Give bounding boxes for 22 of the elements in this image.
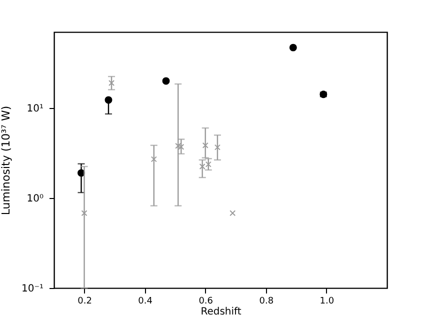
point <box>162 77 170 85</box>
point <box>214 144 220 150</box>
point <box>175 142 182 149</box>
y-axis-title: Luminosity (10³⁷ W) <box>0 106 12 216</box>
point <box>178 144 184 150</box>
point <box>108 80 115 86</box>
x-axis-title: Redshift <box>200 306 242 318</box>
y-tick-label: 10⁻¹ <box>21 284 44 294</box>
x-tick-label: 0.8 <box>259 296 274 306</box>
x-tick-label: 0.6 <box>198 296 214 306</box>
y-tick-label: 10¹ <box>26 104 44 115</box>
point <box>81 210 88 216</box>
x-tick-label: 0.2 <box>78 296 92 306</box>
point <box>150 156 157 162</box>
x-tick-label: 1.0 <box>320 296 334 306</box>
point <box>104 96 112 104</box>
x-tick-label: 0.4 <box>138 296 153 306</box>
point <box>230 210 236 216</box>
point <box>78 169 85 177</box>
point <box>202 142 208 148</box>
point <box>289 44 297 52</box>
y-tick-label: 10⁰ <box>26 194 44 205</box>
